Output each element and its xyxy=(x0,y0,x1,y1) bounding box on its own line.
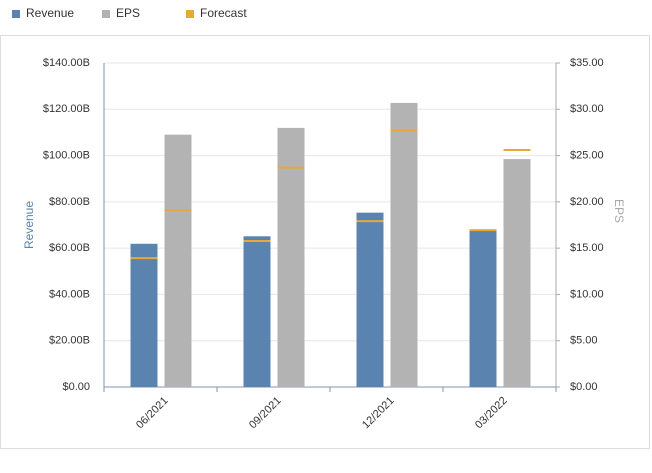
y2-tick-label: $5.00 xyxy=(570,335,598,347)
legend-label: Forecast xyxy=(200,6,247,20)
legend-swatch xyxy=(102,10,110,18)
bar xyxy=(390,102,418,387)
legend-swatch xyxy=(12,10,20,18)
legend-label: EPS xyxy=(116,6,140,20)
y2-tick-label: $0.00 xyxy=(570,381,598,393)
y-axis-title: Revenue xyxy=(22,201,36,249)
x-tick-label: 06/2021 xyxy=(134,395,171,432)
y2-tick-label: $25.00 xyxy=(570,149,604,161)
y2-tick-label: $35.00 xyxy=(570,57,604,69)
chart-frame xyxy=(0,35,650,449)
y-tick-label: $140.00B xyxy=(43,57,90,69)
bar xyxy=(164,134,192,387)
bar xyxy=(356,212,384,387)
x-tick-label: 09/2021 xyxy=(247,395,284,432)
y-tick-label: $40.00B xyxy=(49,288,90,300)
bar xyxy=(503,159,531,387)
y2-tick-label: $20.00 xyxy=(570,196,604,208)
y2-tick-label: $15.00 xyxy=(570,242,604,254)
x-tick-label: 03/2022 xyxy=(473,395,510,432)
y-tick-label: $20.00B xyxy=(49,335,90,347)
y-tick-label: $120.00B xyxy=(43,103,90,115)
y2-tick-label: $30.00 xyxy=(570,103,604,115)
y2-axis-title: EPS xyxy=(612,199,626,223)
bar xyxy=(277,127,305,387)
y-tick-label: $100.00B xyxy=(43,149,90,161)
bar xyxy=(243,236,271,387)
y-tick-label: $80.00B xyxy=(49,196,90,208)
x-tick-label: 12/2021 xyxy=(360,395,397,432)
y-tick-label: $0.00 xyxy=(62,381,90,393)
y-tick-label: $60.00B xyxy=(49,242,90,254)
legend-swatch xyxy=(186,10,194,18)
y2-tick-label: $10.00 xyxy=(570,288,604,300)
legend-label: Revenue xyxy=(26,6,74,20)
bar xyxy=(469,229,497,387)
bar xyxy=(130,243,158,387)
